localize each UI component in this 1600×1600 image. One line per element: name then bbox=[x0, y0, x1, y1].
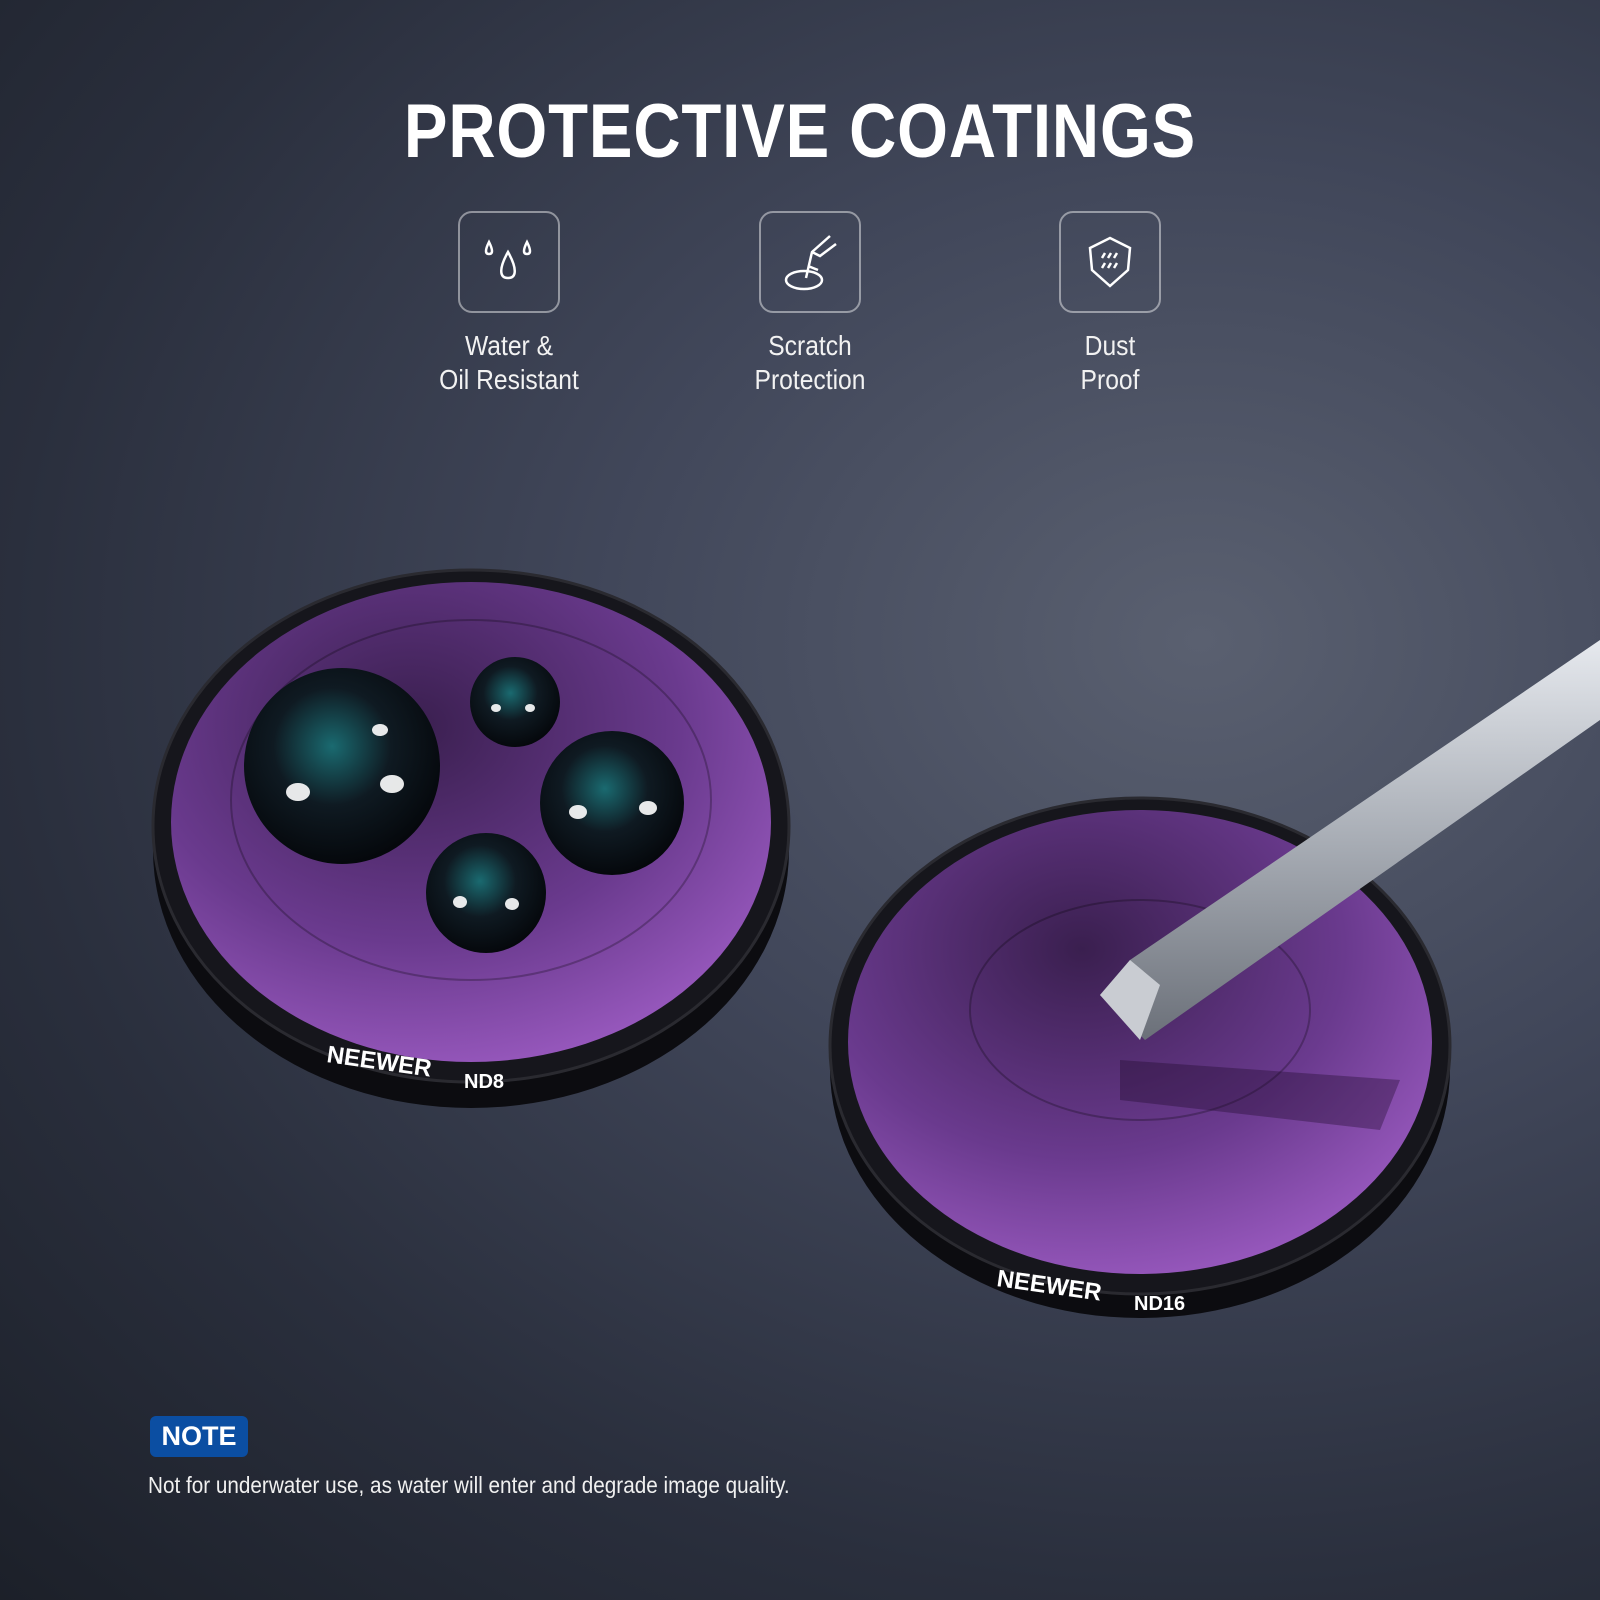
water-droplet bbox=[244, 668, 440, 864]
filter-model: ND16 bbox=[1134, 1293, 1185, 1315]
note-badge: NOTE bbox=[150, 1416, 248, 1457]
feature-label: Water & Oil Resistant bbox=[439, 330, 579, 395]
water-droplet bbox=[470, 657, 560, 747]
note-text: Not for underwater use, as water will en… bbox=[148, 1472, 790, 1498]
feature-scratch: Scratch Protection bbox=[700, 211, 920, 397]
water-droplet bbox=[426, 833, 546, 953]
filter-nd8: NEEWER ND8 bbox=[151, 568, 791, 1108]
filter-model: ND8 bbox=[464, 1071, 504, 1093]
feature-label: Scratch Protection bbox=[754, 330, 866, 395]
shield-icon bbox=[1059, 211, 1161, 313]
water-droplet bbox=[540, 731, 684, 875]
feature-water-oil: Water & Oil Resistant bbox=[399, 211, 619, 397]
screwdriver bbox=[1100, 640, 1600, 1040]
filter-nd16: NEEWER ND16 bbox=[828, 796, 1452, 1318]
page-title: PROTECTIVE COATINGS bbox=[403, 89, 1197, 174]
water-drops-icon bbox=[458, 211, 560, 313]
feature-label: Dust Proof bbox=[1080, 330, 1140, 395]
scratch-icon bbox=[759, 211, 861, 313]
feature-dust: Dust Proof bbox=[1000, 211, 1220, 397]
